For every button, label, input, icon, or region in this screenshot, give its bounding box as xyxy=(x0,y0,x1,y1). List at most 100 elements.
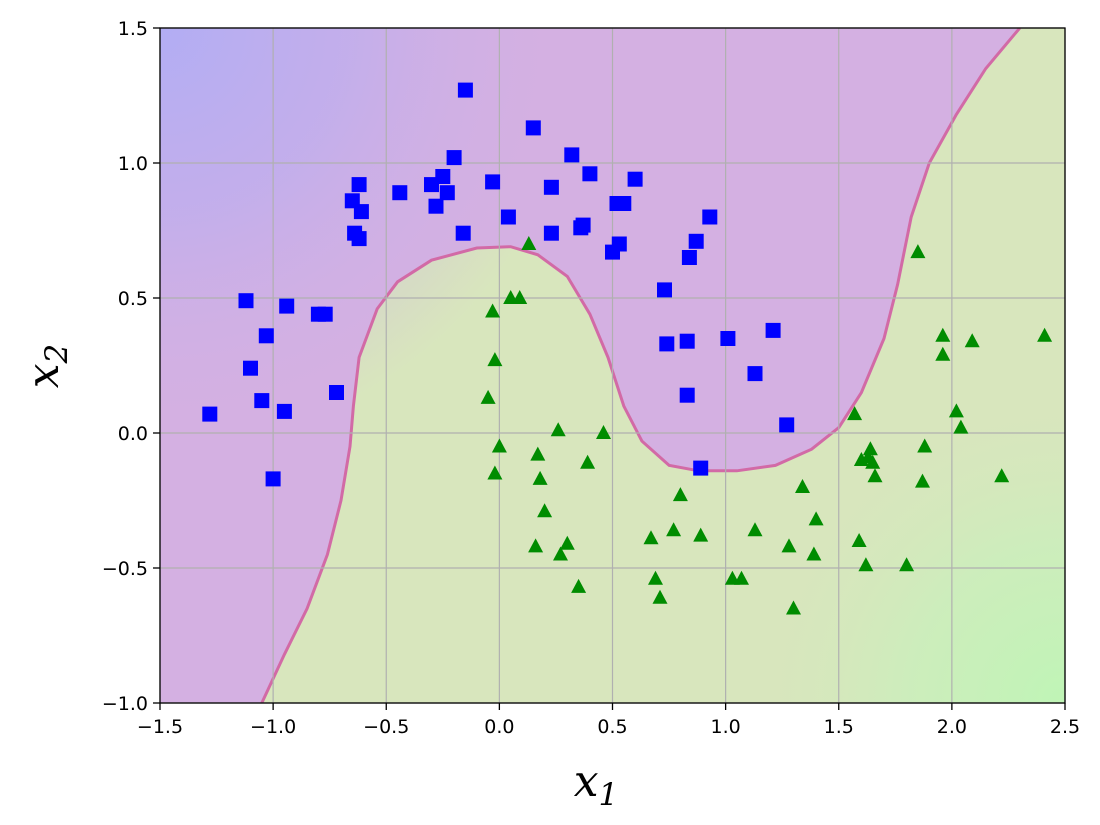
class-0-point xyxy=(446,150,462,166)
class-0-point xyxy=(202,406,218,422)
class-0-point xyxy=(435,169,451,184)
x-axis-label-sub: 1 xyxy=(599,777,619,813)
class-1-point xyxy=(865,454,881,469)
class-1-point xyxy=(485,303,501,318)
class-1-point xyxy=(851,533,867,547)
class-1-point xyxy=(553,546,568,561)
class-1-point xyxy=(580,454,596,469)
class-0-point xyxy=(351,231,367,247)
class-0-point xyxy=(679,387,695,403)
class-0-point xyxy=(238,293,254,309)
class-1-point xyxy=(528,538,544,553)
x-tick-label: 0.0 xyxy=(484,716,514,738)
class-1-point xyxy=(899,557,915,572)
y-tick-label: 0.0 xyxy=(118,423,148,445)
class-1-point xyxy=(994,468,1010,483)
class-0-point xyxy=(582,166,598,182)
class-1-point xyxy=(786,600,801,615)
x-tick-label: 0.5 xyxy=(597,716,627,738)
x-tick-label: −0.5 xyxy=(363,716,409,738)
class-0-point xyxy=(657,282,672,298)
class-1-point xyxy=(917,438,933,453)
x-tick-label: 1.0 xyxy=(711,716,741,738)
class-0-point xyxy=(243,360,258,376)
y-axis-ticks: −1.0 −0.5 0.0 0.5 1.0 1.5 xyxy=(102,18,160,715)
class-1-point xyxy=(693,527,709,542)
class-0-point xyxy=(439,185,455,201)
class-0-point xyxy=(428,198,444,214)
y-tick-label: 1.5 xyxy=(118,18,148,40)
class-0-point xyxy=(702,209,718,225)
class-1-point xyxy=(643,530,659,545)
class-1-point xyxy=(747,522,763,537)
class-0-point xyxy=(457,82,473,98)
class-1-point xyxy=(596,425,611,439)
class-0-point xyxy=(720,331,736,346)
class-1-point xyxy=(935,327,951,342)
y-axis-label: x2 xyxy=(18,344,75,389)
y-tick-label: −1.0 xyxy=(102,693,148,715)
class-0-point xyxy=(455,225,471,241)
x-tick-label: −1.5 xyxy=(137,716,183,738)
x-axis-label-main: x xyxy=(574,756,599,807)
class-0-point xyxy=(392,185,408,201)
class-1-point xyxy=(550,422,566,437)
class-0-point xyxy=(779,417,795,433)
class-0-point xyxy=(279,298,295,314)
class-1-point xyxy=(953,419,969,434)
class-0-point xyxy=(276,403,292,419)
class-1-point xyxy=(648,570,663,585)
class-1-point xyxy=(795,479,810,493)
x-tick-label: −1.0 xyxy=(250,716,296,738)
class-1-point xyxy=(537,503,553,518)
class-1-point xyxy=(530,446,546,461)
class-1-point xyxy=(532,470,548,485)
class-1-points xyxy=(480,236,1053,615)
class-1-point xyxy=(559,535,575,550)
x-tick-label: 2.5 xyxy=(1050,716,1080,738)
y-axis-label-main: x xyxy=(18,363,69,388)
class-1-point xyxy=(915,473,930,488)
class-0-point xyxy=(681,250,697,265)
class-1-point xyxy=(781,538,797,553)
class-0-point xyxy=(329,385,344,400)
class-1-point xyxy=(734,570,749,585)
class-0-point xyxy=(525,120,541,136)
x-axis-ticks: −1.5 −1.0 −0.5 0.0 0.5 1.0 1.5 2.0 2.5 xyxy=(137,703,1080,738)
class-1-point xyxy=(571,578,587,593)
class-0-point xyxy=(679,333,695,349)
class-1-point xyxy=(964,333,980,348)
class-1-point xyxy=(808,511,824,526)
class-1-point xyxy=(672,487,688,502)
class-0-point xyxy=(693,460,709,476)
class-0-point xyxy=(575,217,591,233)
class-0-point xyxy=(564,147,580,163)
class-0-point xyxy=(424,177,439,193)
y-tick-label: −0.5 xyxy=(102,558,148,580)
y-tick-label: 1.0 xyxy=(118,153,148,175)
class-0-point xyxy=(543,179,559,195)
class-0-point xyxy=(485,174,501,190)
class-0-point xyxy=(659,336,675,352)
class-1-point xyxy=(910,244,926,259)
class-0-point xyxy=(265,471,281,487)
x-tick-label: 2.0 xyxy=(937,716,967,738)
class-0-point xyxy=(254,393,270,409)
class-1-point xyxy=(652,589,668,604)
class-0-point xyxy=(351,177,367,193)
class-1-point xyxy=(487,465,503,480)
class-1-point xyxy=(480,389,496,404)
class-0-points xyxy=(202,82,795,487)
class-1-point xyxy=(806,546,822,561)
class-0-point xyxy=(688,233,704,249)
y-tick-label: 0.5 xyxy=(118,288,148,310)
class-1-point xyxy=(862,441,878,456)
class-1-point xyxy=(858,557,874,572)
class-0-point xyxy=(765,322,781,338)
class-0-point xyxy=(258,328,274,344)
x-axis-label: x1 xyxy=(574,756,619,813)
class-1-point xyxy=(521,236,537,250)
class-1-point xyxy=(867,468,883,483)
class-1-point xyxy=(487,352,503,367)
